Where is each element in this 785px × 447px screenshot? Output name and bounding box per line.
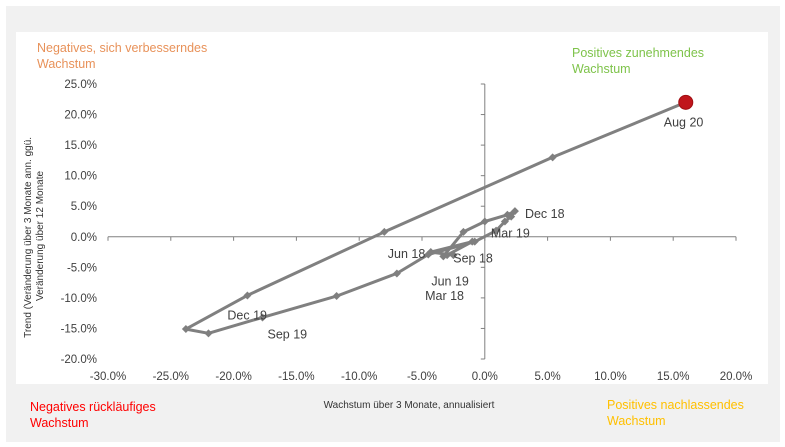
data-point	[507, 212, 516, 221]
data-point	[548, 153, 557, 162]
data-point	[392, 269, 401, 278]
quadrant-label-bottom-left: Negatives rückläufiges Wachstum	[30, 399, 210, 431]
annotation-label: Jun 18	[388, 247, 426, 261]
data-point	[480, 217, 489, 226]
quadrant-top-right-line-1: Positives zunehmendes	[572, 46, 705, 60]
data-point	[243, 291, 252, 300]
y-tick-label: 25.0%	[64, 79, 97, 91]
x-tick-label: 15.0%	[657, 371, 690, 383]
quadrant-bottom-left-line-2: Wachstum	[30, 416, 89, 430]
x-tick-label: -25.0%	[153, 371, 189, 383]
chart-panel	[16, 32, 768, 384]
y-tick-label: -20.0%	[61, 354, 97, 366]
y-tick-label: 20.0%	[64, 110, 97, 122]
y-tick-label: -5.0%	[67, 262, 97, 274]
y-tick-label: 15.0%	[64, 140, 97, 152]
y-tick-label: -15.0%	[61, 323, 97, 335]
quadrant-bottom-left-line-1: Negatives rückläufiges	[30, 400, 156, 414]
data-point	[510, 207, 519, 216]
y-axis-label-line-2: Veränderung über 12 Monate	[35, 171, 46, 302]
x-tick-label: 5.0%	[534, 371, 560, 383]
quadrant-label-top-right: Positives zunehmendes Wachstum	[572, 45, 752, 77]
x-tick-label: 20.0%	[720, 371, 753, 383]
y-tick-label: 0.0%	[71, 232, 97, 244]
annotation-label: Sep 18	[453, 252, 493, 266]
quadrant-label-bottom-right: Positives nachlassendes Wachstum	[607, 397, 785, 429]
annotation-label: Sep 19	[267, 327, 307, 341]
data-point	[500, 217, 509, 226]
x-tick-label: -5.0%	[407, 371, 437, 383]
quadrant-top-left-line-1: Negatives, sich verbesserndes	[37, 41, 208, 55]
y-tick-label: 10.0%	[64, 171, 97, 183]
annotations-group: Aug 20 Dec 18 Mar 19 Sep 18 Jun 18 Jun 19Mar …	[227, 115, 703, 341]
data-point	[424, 250, 433, 259]
x-axis-label: Wachstum über 3 Monate, annualisiert	[324, 400, 495, 411]
markers-group	[181, 94, 694, 338]
data-point	[380, 227, 389, 236]
annotation-label: Mar 19	[491, 227, 530, 241]
x-tick-label: 10.0%	[594, 371, 627, 383]
y-tick-label: 5.0%	[71, 201, 97, 213]
x-tick-label: -20.0%	[215, 371, 251, 383]
data-point	[470, 237, 479, 246]
annotation-label: Mar 18	[425, 289, 464, 303]
x-tick-label: -15.0%	[278, 371, 314, 383]
y-axis-label: Trend (Veränderung über 3 Monate ann. gg…	[23, 134, 46, 338]
quadrant-label-top-left: Negatives, sich verbesserndes Wachstum	[37, 40, 237, 72]
point-highlight-aug-20	[678, 94, 694, 110]
y-tick-label: -10.0%	[61, 293, 97, 305]
quadrant-bottom-right-line-2: Wachstum	[607, 414, 666, 428]
y-axis-label-line-1: Trend (Veränderung über 3 Monate ann. gg…	[23, 137, 34, 338]
data-point	[332, 292, 341, 301]
x-tick-label: -30.0%	[90, 371, 126, 383]
data-point	[459, 227, 468, 236]
data-point	[181, 325, 190, 334]
annotation-label: Aug 20	[664, 115, 704, 129]
data-point	[492, 226, 501, 235]
data-point	[258, 313, 267, 322]
annotation-label: Dec 19	[227, 308, 267, 322]
data-point	[439, 252, 448, 261]
data-point	[204, 329, 213, 338]
quadrant-top-right-line-2: Wachstum	[572, 62, 631, 76]
annotation-label: Dec 18	[525, 207, 565, 221]
quadrant-top-left-line-2: Wachstum	[37, 57, 96, 71]
quadrant-bottom-right-line-1: Positives nachlassendes	[607, 398, 744, 412]
x-tick-label: 0.0%	[472, 371, 498, 383]
x-tick-label: -10.0%	[341, 371, 377, 383]
axes-group	[107, 83, 737, 360]
data-point	[449, 251, 458, 260]
annotation-label: Jun 19	[431, 274, 469, 288]
tick-labels-group: -30.0% -25.0% -20.0% -15.0% -10.0% -5.0% 0.0% 5…	[61, 79, 753, 383]
